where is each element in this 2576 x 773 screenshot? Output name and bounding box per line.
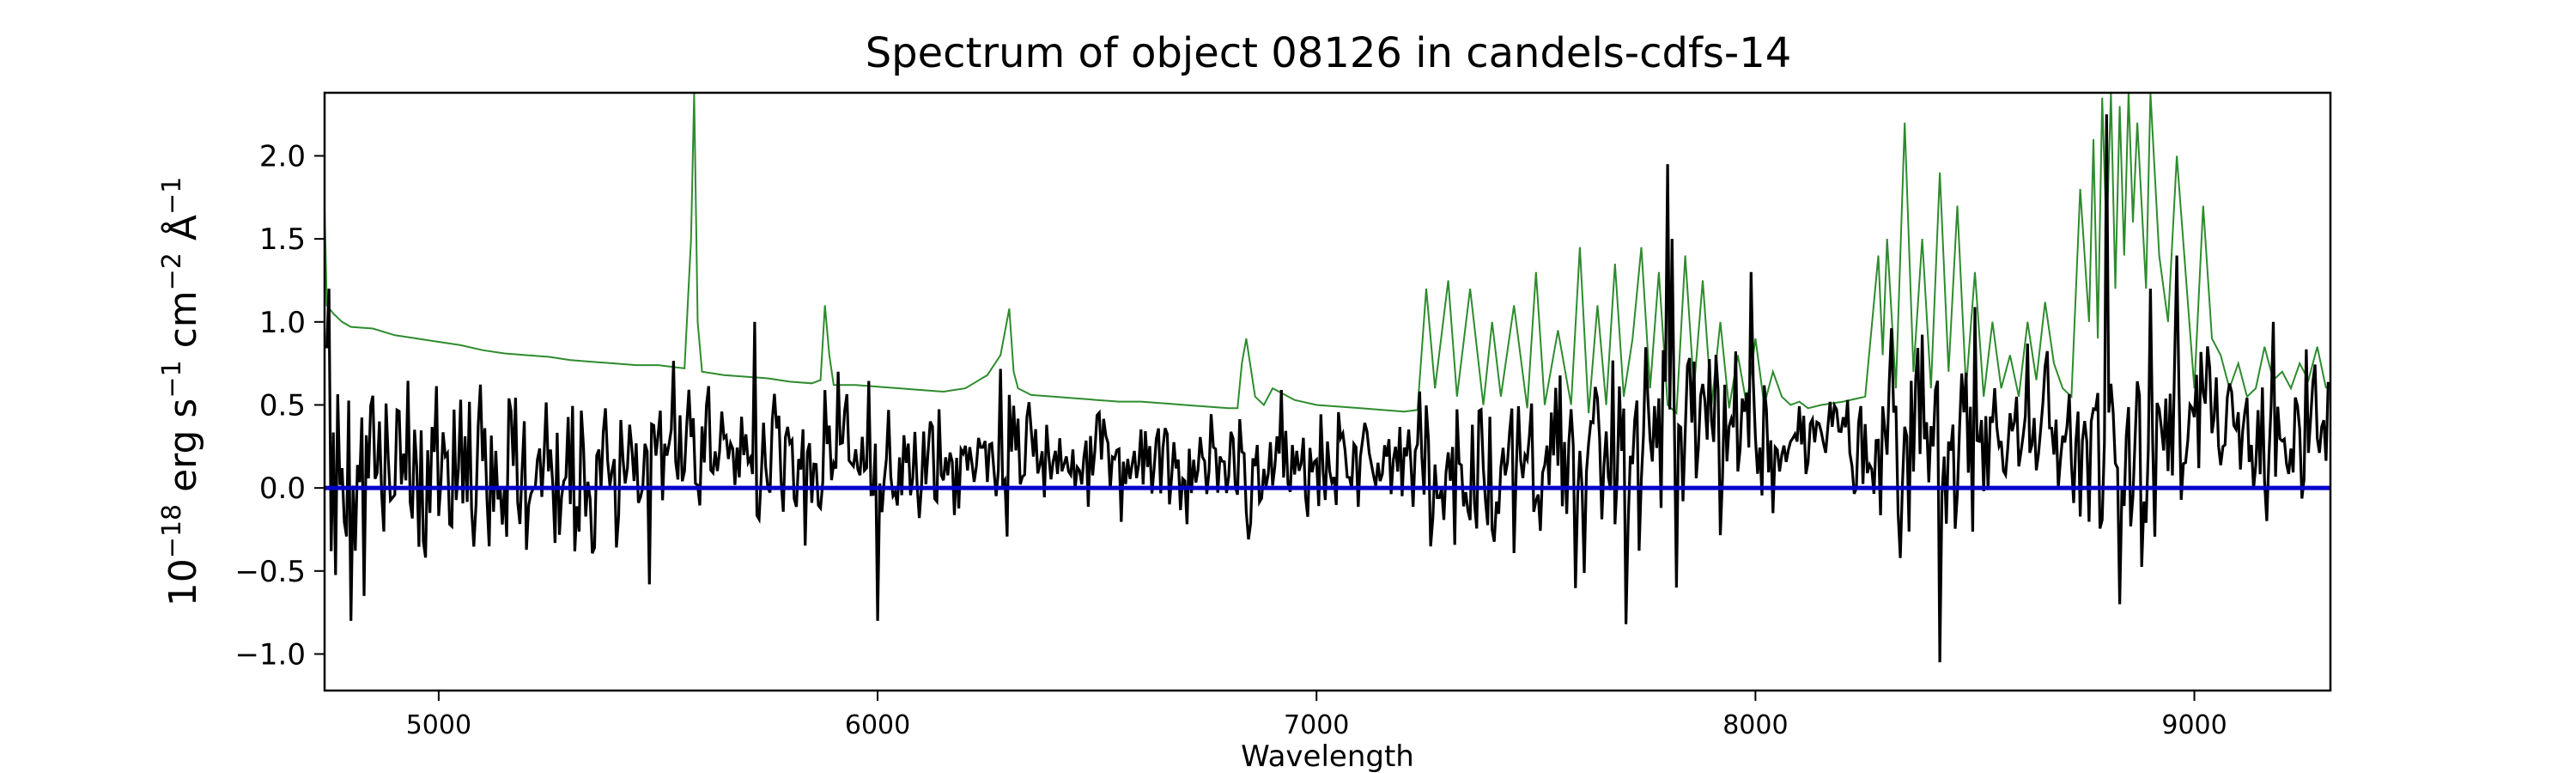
y-axis-ticks: −1.0 −0.5 0.0 0.5 1.0 1.5 2.0	[234, 139, 325, 672]
y-label-exp2: −2	[157, 253, 187, 290]
chart-title: Spectrum of object 08126 in candels-cdfs…	[866, 29, 1792, 77]
x-tick-label: 6000	[845, 710, 910, 740]
y-tick-label: 0.5	[259, 388, 306, 423]
y-label-base: 10	[161, 558, 205, 606]
y-label-erg: erg s	[161, 399, 205, 504]
y-tick-label: 1.5	[259, 222, 306, 257]
y-axis-label: 10−18 erg s−1 cm−2 Å−1	[157, 177, 205, 606]
x-tick-label: 8000	[1722, 710, 1788, 740]
y-tick-label: 1.0	[259, 306, 306, 340]
y-tick-label: 2.0	[259, 139, 306, 173]
spectrum-series-line	[325, 114, 2330, 663]
uncertainty-series-line	[325, 93, 2327, 416]
x-tick-label: 5000	[406, 710, 471, 740]
x-tick-label: 9000	[2161, 710, 2227, 740]
y-tick-label: −1.0	[234, 637, 306, 672]
x-tick-label: 7000	[1284, 710, 1349, 740]
series-layer	[325, 93, 2330, 663]
plot-frame	[323, 91, 2332, 692]
y-tick-label: 0.0	[259, 472, 306, 506]
y-label-exp1b: −1	[157, 177, 187, 215]
y-label-exp1a: −1	[157, 360, 187, 398]
x-axis-label: Wavelength	[1241, 740, 1414, 773]
y-label-cm: cm	[161, 290, 205, 360]
y-tick-label: −0.5	[234, 555, 306, 589]
y-label-ang: Å	[160, 215, 205, 253]
x-axis-ticks: 5000 6000 7000 8000 9000	[406, 691, 2227, 740]
y-label-exp18: −18	[157, 504, 187, 558]
